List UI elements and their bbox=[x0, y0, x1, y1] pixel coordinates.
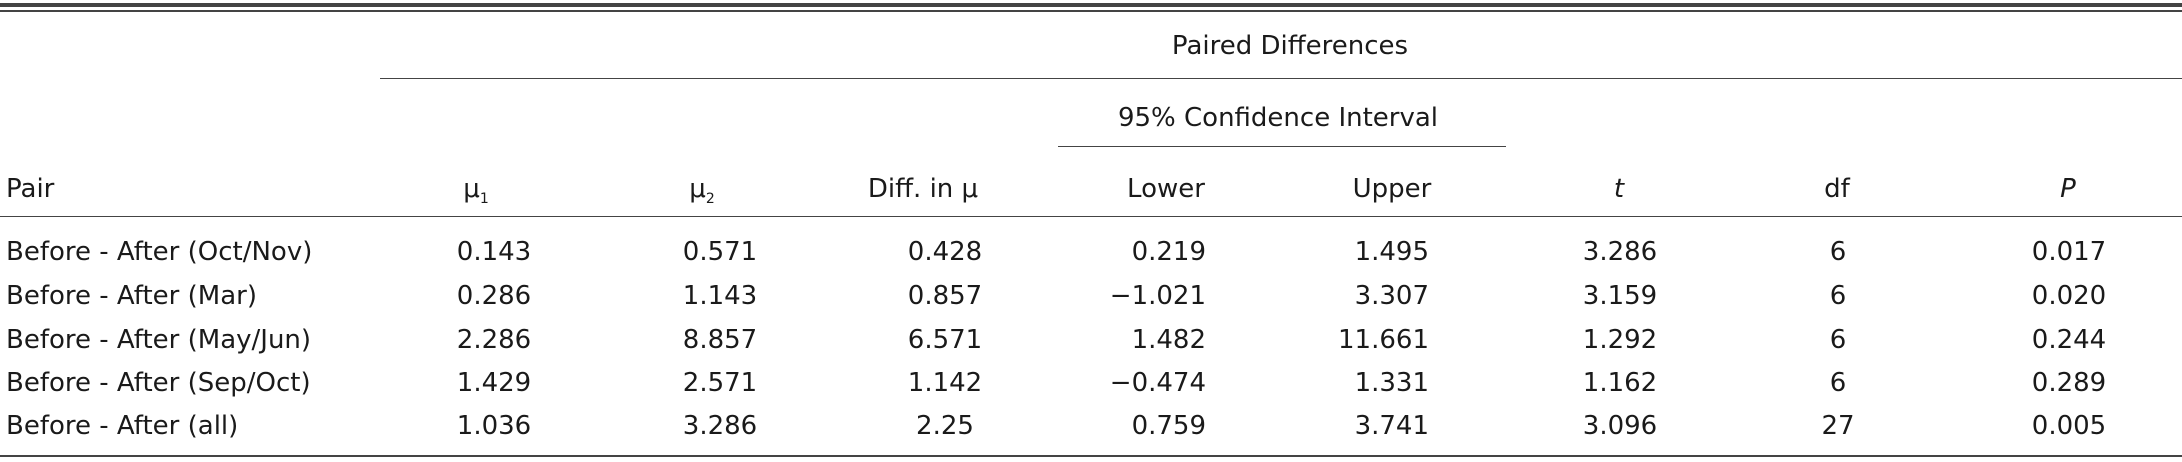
cell-mu1: 2.286 bbox=[456, 325, 532, 355]
cell-df: 6 bbox=[1829, 237, 1847, 267]
cell-mu2: 2.571 bbox=[682, 368, 758, 398]
cell-mu1: 0.143 bbox=[456, 237, 532, 267]
cell-diff: 2.25 bbox=[916, 411, 974, 441]
header-mu2: μ2 bbox=[689, 174, 715, 207]
cell-mu2: 3.286 bbox=[682, 411, 758, 441]
cell-lower: −0.474 bbox=[1109, 368, 1206, 398]
cell-lower: 0.219 bbox=[1131, 237, 1206, 267]
cell-p: 0.017 bbox=[2031, 237, 2107, 267]
cell-df: 27 bbox=[1821, 411, 1855, 441]
cell-lower: 1.482 bbox=[1131, 325, 1206, 355]
cell-df: 6 bbox=[1829, 281, 1847, 311]
cell-mu1: 0.286 bbox=[456, 281, 532, 311]
cell-pair: Before - After (Mar) bbox=[6, 281, 257, 311]
cell-pair: Before - After (Sep/Oct) bbox=[6, 368, 311, 398]
cell-diff: 6.571 bbox=[907, 325, 983, 355]
header-paired-differences: Paired Differences bbox=[1171, 31, 1409, 61]
cell-p: 0.289 bbox=[2031, 368, 2107, 398]
cell-upper: 3.741 bbox=[1354, 411, 1429, 441]
cell-df: 6 bbox=[1829, 325, 1847, 355]
cell-diff: 0.428 bbox=[907, 237, 983, 267]
cell-upper: 3.307 bbox=[1354, 281, 1429, 311]
header-t: t bbox=[1613, 174, 1625, 204]
header-pair: Pair bbox=[6, 174, 55, 204]
cell-t: 1.162 bbox=[1582, 368, 1658, 398]
cell-t: 3.096 bbox=[1582, 411, 1658, 441]
confidence-interval-rule bbox=[1058, 146, 1506, 147]
header-diff-in-mu: Diff. in μ bbox=[867, 174, 979, 204]
cell-diff: 0.857 bbox=[907, 281, 983, 311]
cell-lower: 0.759 bbox=[1131, 411, 1206, 441]
header-bottom-rule bbox=[0, 216, 2182, 217]
cell-pair: Before - After (May/Jun) bbox=[6, 325, 312, 355]
cell-mu1: 1.429 bbox=[456, 368, 532, 398]
cell-upper: 1.331 bbox=[1354, 368, 1429, 398]
cell-upper: 1.495 bbox=[1354, 237, 1429, 267]
header-df: df bbox=[1824, 174, 1850, 204]
cell-pair: Before - After (all) bbox=[6, 411, 239, 441]
cell-df: 6 bbox=[1829, 368, 1847, 398]
cell-diff: 1.142 bbox=[907, 368, 983, 398]
cell-lower: −1.021 bbox=[1109, 281, 1206, 311]
header-p: P bbox=[2060, 174, 2076, 204]
cell-mu1: 1.036 bbox=[456, 411, 532, 441]
cell-pair: Before - After (Oct/Nov) bbox=[6, 237, 313, 267]
header-upper: Upper bbox=[1352, 174, 1432, 204]
cell-p: 0.005 bbox=[2031, 411, 2107, 441]
cell-t: 1.292 bbox=[1582, 325, 1658, 355]
header-lower: Lower bbox=[1127, 174, 1205, 204]
top-rule-thin bbox=[0, 10, 2182, 12]
cell-mu2: 1.143 bbox=[682, 281, 758, 311]
cell-t: 3.286 bbox=[1582, 237, 1658, 267]
cell-upper: 11.661 bbox=[1338, 325, 1429, 355]
cell-mu2: 8.857 bbox=[682, 325, 758, 355]
cell-p: 0.020 bbox=[2031, 281, 2107, 311]
top-rule-thick bbox=[0, 3, 2182, 7]
cell-t: 3.159 bbox=[1582, 281, 1658, 311]
cell-p: 0.244 bbox=[2031, 325, 2107, 355]
paired-differences-rule bbox=[380, 78, 2182, 79]
header-confidence-interval: 95% Confidence Interval bbox=[1117, 103, 1439, 133]
bottom-rule bbox=[0, 455, 2182, 457]
cell-mu2: 0.571 bbox=[682, 237, 758, 267]
header-mu1: μ1 bbox=[463, 174, 489, 207]
